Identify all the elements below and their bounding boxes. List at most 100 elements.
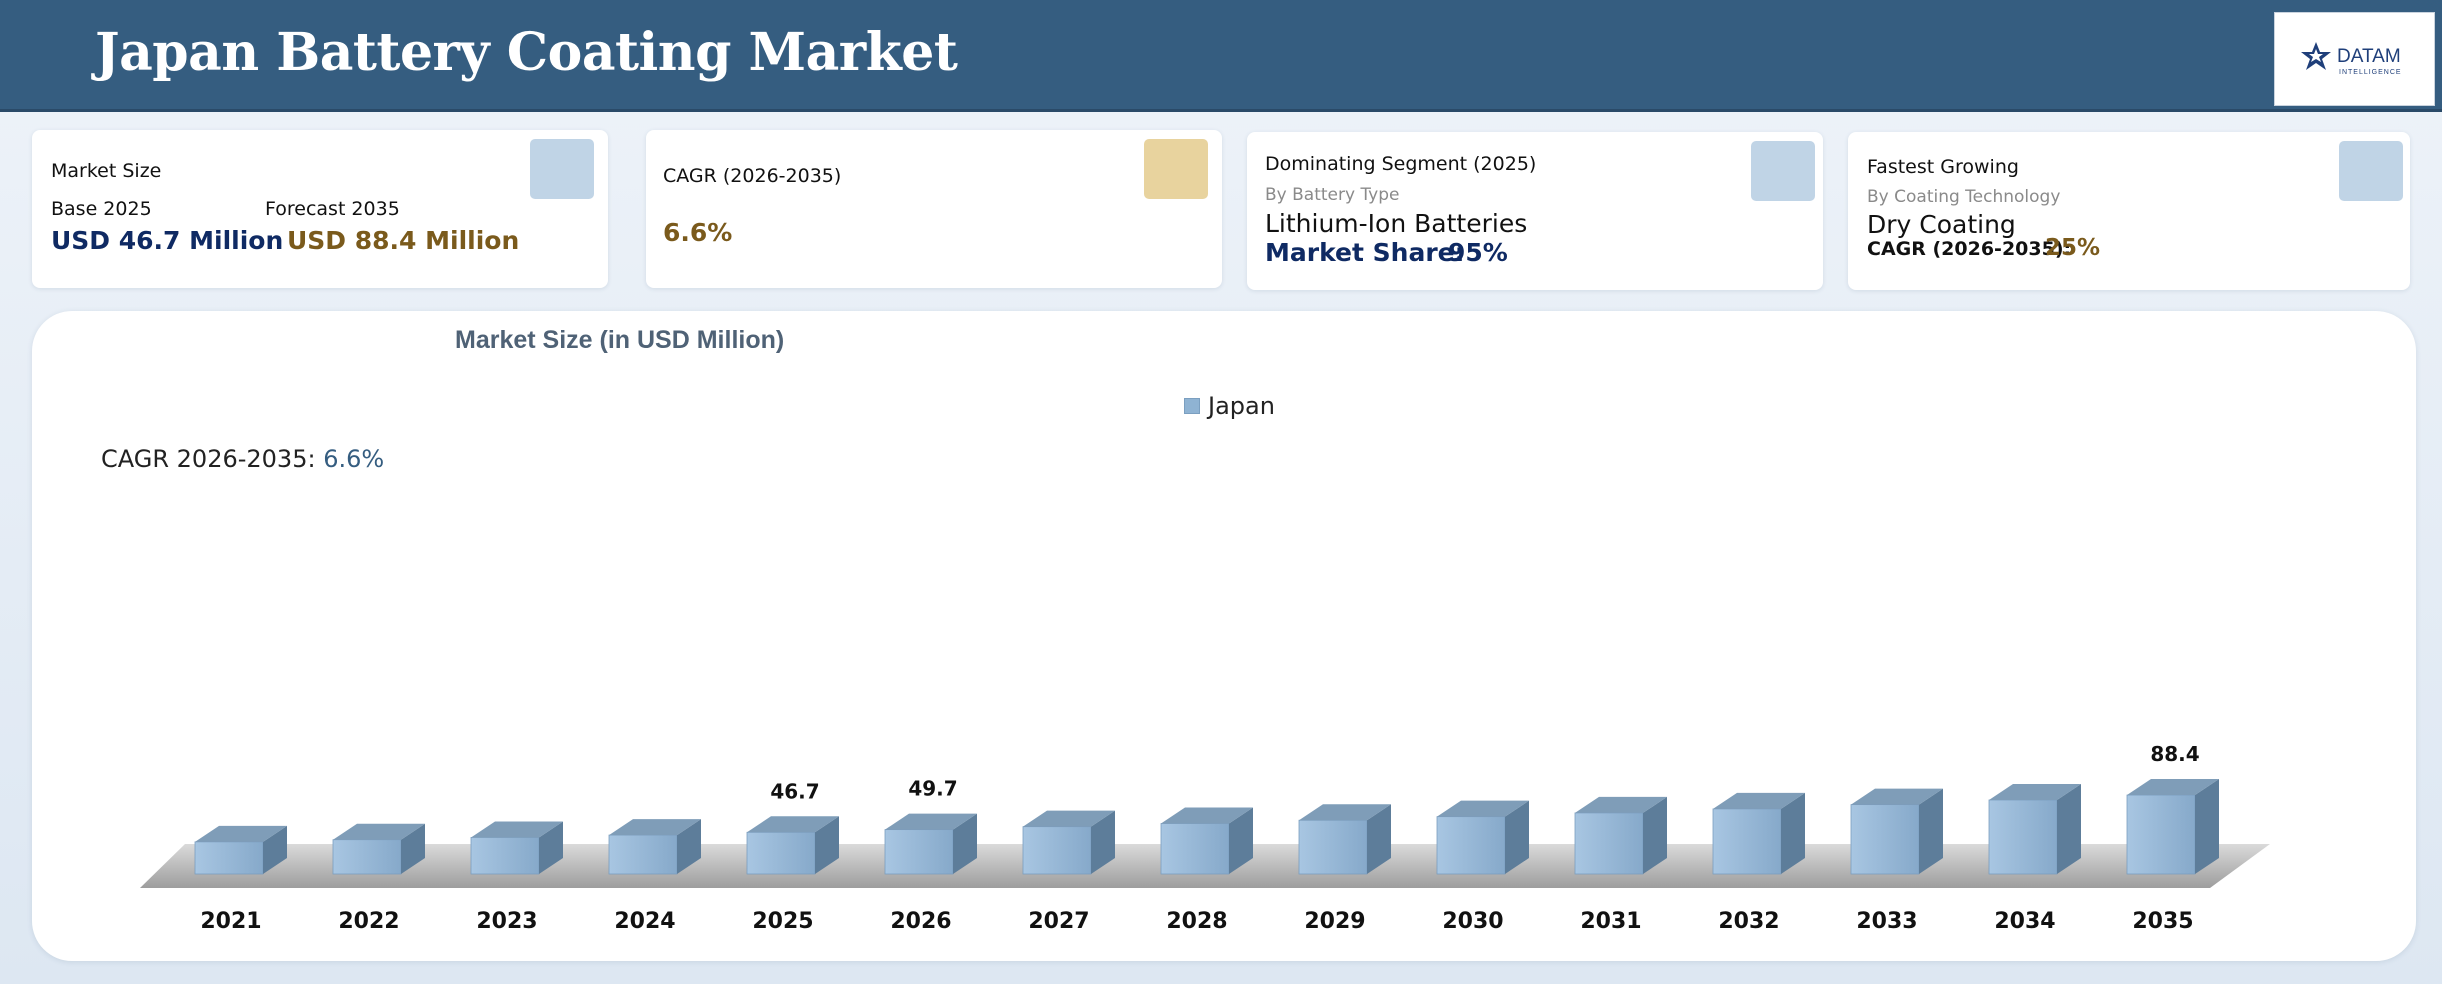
- bar-2033: [1850, 788, 1943, 875]
- bar-front-2024: [608, 834, 678, 875]
- market-share-value: 95%: [1448, 238, 1508, 267]
- base-value: USD 46.7 Million: [51, 226, 284, 255]
- bar-side-2028: [1229, 807, 1253, 874]
- bar-side-2029: [1367, 804, 1391, 874]
- data-label: 49.7: [908, 777, 957, 801]
- bar-front-2029: [1298, 819, 1368, 875]
- base-year-label: Base 2025: [51, 198, 152, 220]
- bar-top-2026: [885, 813, 977, 830]
- bar-side-2035: [2195, 779, 2219, 874]
- x-tick-label: 2026: [890, 909, 951, 934]
- bar-front-2025: [746, 831, 816, 875]
- bar-2028: [1160, 807, 1253, 875]
- bar-top-2032: [1713, 792, 1805, 809]
- fastest-cagr-value: 25%: [2045, 235, 2101, 261]
- bar-side-2025: [815, 816, 839, 874]
- forecast-year-label: Forecast 2035: [265, 198, 400, 220]
- x-tick-label: 2035: [2132, 909, 2193, 934]
- bar-side-2033: [1919, 788, 1943, 874]
- page-title: Japan Battery Coating Market: [95, 22, 958, 83]
- x-tick-label: 2023: [476, 909, 537, 934]
- fastest-title: Fastest Growing: [1867, 156, 2019, 178]
- x-tick-label: 2028: [1166, 909, 1227, 934]
- x-tick-label: 2025: [752, 909, 813, 934]
- chart-cagr-value: 6.6%: [323, 445, 385, 473]
- fastest-growing-card: Fastest Growing By Coating Technology Dr…: [1848, 132, 2410, 290]
- bar-top-2027: [1023, 810, 1115, 827]
- legend-swatch-japan: [1184, 398, 1200, 414]
- bar-2035: [2126, 779, 2219, 875]
- x-tick-label: 2033: [1856, 909, 1917, 934]
- bar-front-2031: [1574, 812, 1644, 875]
- bar-side-2032: [1781, 792, 1805, 874]
- cagr-card: CAGR (2026-2035) 6.6%: [646, 130, 1222, 288]
- card-icon-placeholder: [2339, 141, 2403, 201]
- chart-cagr-label: CAGR 2026-2035:: [101, 445, 316, 473]
- bar-front-2030: [1436, 816, 1506, 875]
- company-logo[interactable]: DATAM INTELLIGENCE: [2274, 12, 2435, 106]
- cagr-title: CAGR (2026-2035): [663, 165, 842, 187]
- x-tick-label: 2022: [338, 909, 399, 934]
- bar-2024: [608, 819, 701, 875]
- dominating-segment-card: Dominating Segment (2025) By Battery Typ…: [1247, 132, 1823, 290]
- market-size-title: Market Size: [51, 160, 162, 182]
- bar-front-2027: [1022, 826, 1092, 875]
- bar-top-2024: [609, 819, 701, 836]
- x-tick-label: 2030: [1442, 909, 1503, 934]
- bar-top-2025: [747, 816, 839, 833]
- chart-cagr-note: CAGR 2026-2035: 6.6%: [101, 445, 384, 473]
- bar-2031: [1574, 796, 1667, 875]
- bar-front-2026: [884, 829, 954, 875]
- card-icon-placeholder: [1144, 139, 1208, 199]
- bar-side-2027: [1091, 810, 1115, 874]
- bar-top-2028: [1161, 807, 1253, 824]
- bar-2021: [194, 825, 287, 875]
- bar-front-2033: [1850, 804, 1920, 875]
- bar-top-2035: [2127, 779, 2219, 796]
- bar-top-2030: [1437, 800, 1529, 817]
- bar-front-2023: [470, 837, 540, 875]
- star-logo-icon: [2301, 42, 2331, 70]
- x-tick-label: 2034: [1994, 909, 2055, 934]
- bar-2027: [1022, 810, 1115, 875]
- cagr-value: 6.6%: [663, 218, 733, 247]
- header-bar: Japan Battery Coating Market DATAM INTEL…: [0, 0, 2442, 112]
- chart-title: Market Size (in USD Million): [455, 326, 785, 354]
- bar-side-2023: [539, 821, 563, 874]
- bar-2026: [884, 813, 977, 875]
- fastest-segment-name: Dry Coating: [1867, 210, 2016, 239]
- bar-top-2034: [1989, 783, 2081, 800]
- bar-top-2021: [195, 825, 287, 842]
- market-share-label: Market Share:: [1265, 238, 1465, 267]
- bar-side-2031: [1643, 796, 1667, 874]
- bar-front-2021: [194, 841, 264, 875]
- bar-side-2030: [1505, 800, 1529, 874]
- bar-side-2021: [263, 825, 287, 874]
- logo-wordmark: DATAM: [2337, 46, 2401, 67]
- bar-2034: [1988, 783, 2081, 875]
- dominating-title: Dominating Segment (2025): [1265, 153, 1537, 175]
- dominating-sub: By Battery Type: [1265, 185, 1400, 205]
- bar-side-2024: [677, 819, 701, 874]
- bar-2032: [1712, 792, 1805, 875]
- fastest-cagr-label: CAGR (2026-2035):: [1867, 238, 2072, 260]
- x-tick-label: 2021: [200, 909, 261, 934]
- x-tick-label: 2029: [1304, 909, 1365, 934]
- x-tick-label: 2027: [1028, 909, 1089, 934]
- chart-legend[interactable]: Japan: [1184, 392, 1275, 420]
- bar-2030: [1436, 800, 1529, 875]
- bar-front-2034: [1988, 799, 2058, 875]
- bar-side-2034: [2057, 783, 2081, 874]
- dominating-segment-name: Lithium-Ion Batteries: [1265, 209, 1528, 238]
- bar-side-2022: [401, 823, 425, 874]
- fastest-sub: By Coating Technology: [1867, 187, 2061, 207]
- bar-top-2031: [1575, 796, 1667, 813]
- x-tick-label: 2024: [614, 909, 675, 934]
- bar-top-2022: [333, 823, 425, 840]
- bar-front-2032: [1712, 808, 1782, 875]
- bar-top-2023: [471, 821, 563, 838]
- bar-2029: [1298, 804, 1391, 875]
- market-size-card: Market Size Base 2025 Forecast 2035 USD …: [32, 130, 608, 288]
- bar-front-2022: [332, 839, 402, 875]
